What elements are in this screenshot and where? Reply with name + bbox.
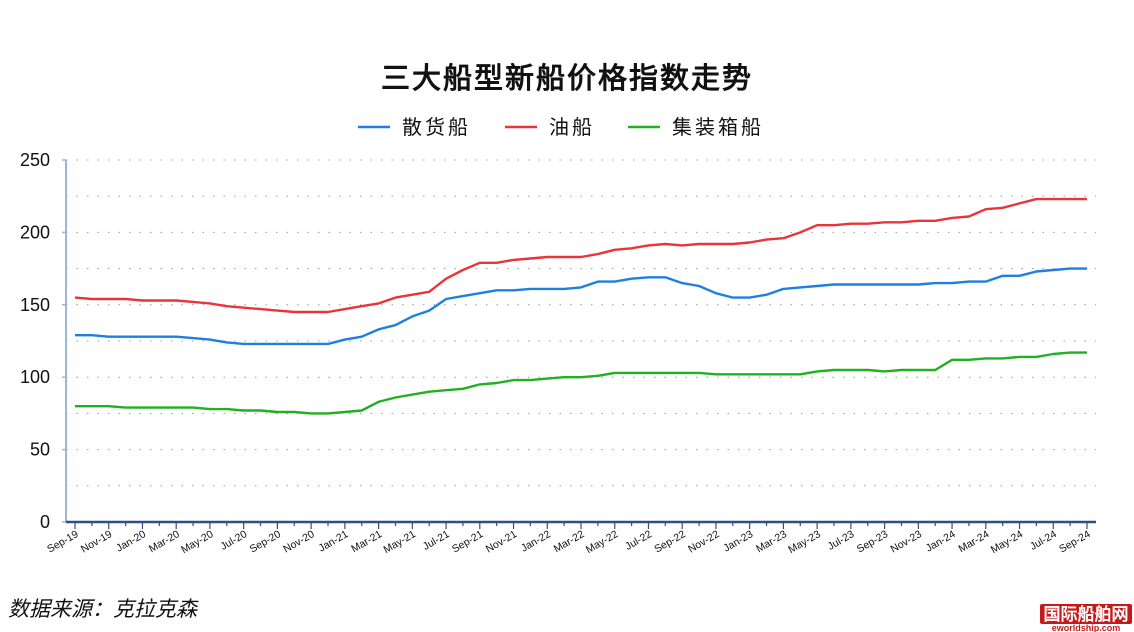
x-tick-label: Sep-24: [1057, 528, 1092, 555]
x-tick-label: Jan-24: [924, 528, 958, 555]
x-tick-label: Jul-22: [623, 528, 654, 553]
x-tick-label: Mar-24: [956, 528, 991, 555]
x-tick-label: Sep-19: [45, 528, 80, 555]
y-tick-label: 0: [40, 512, 50, 532]
x-tick-label: Sep-23: [855, 528, 890, 555]
x-tick-label: Sep-22: [652, 528, 687, 555]
legend-label: 散货船: [402, 115, 471, 139]
x-tick-label: Nov-20: [281, 528, 316, 555]
x-tick-label: Jul-24: [1028, 528, 1059, 553]
x-tick-label: Jul-23: [826, 528, 857, 553]
legend-label: 集装箱船: [672, 115, 764, 139]
svg-text:eworldship.com: eworldship.com: [1052, 623, 1121, 632]
chart-legend: 散货船 油船 集装箱船: [358, 115, 764, 139]
x-tick-label: Jul-20: [218, 528, 249, 553]
series-line-2: [75, 351, 1087, 415]
y-axis: 0 50 100 150 200 250: [20, 150, 67, 532]
x-tick-label: Mar-22: [552, 528, 587, 555]
y-tick-label: 100: [20, 367, 50, 387]
y-tick-label: 250: [20, 150, 50, 170]
watermark-logo: 国际船舶网 eworldship.com: [1040, 604, 1132, 632]
x-tick-label: May-20: [179, 528, 215, 556]
x-tick-label: May-22: [584, 528, 620, 556]
x-tick-label: May-23: [786, 528, 822, 556]
x-tick-label: Sep-21: [450, 528, 485, 555]
series-lines: [74, 197, 1087, 415]
x-tick-label: Jan-22: [519, 528, 553, 555]
y-tick-label: 50: [30, 440, 50, 460]
svg-text:国际船舶网: 国际船舶网: [1044, 604, 1129, 625]
x-tick-label: Mar-23: [754, 528, 789, 555]
x-tick-label: Jan-23: [721, 528, 755, 555]
x-tick-label: Nov-22: [686, 528, 721, 555]
x-tick-label: Sep-20: [248, 528, 283, 555]
legend-label: 油船: [549, 115, 595, 139]
gridlines: [66, 159, 1096, 487]
x-tick-label: Nov-23: [889, 528, 924, 555]
x-tick-label: Mar-20: [147, 528, 182, 555]
source-note: 数据来源：克拉克森: [8, 597, 199, 621]
x-tick-label: Jan-20: [114, 528, 148, 555]
x-tick-label: Nov-19: [79, 528, 114, 555]
series-line-0: [75, 267, 1087, 346]
y-tick-label: 200: [20, 222, 50, 242]
x-tick-label: May-21: [382, 528, 418, 556]
x-tick-label: May-24: [989, 528, 1025, 556]
y-tick-label: 150: [20, 295, 50, 315]
x-tick-label: Mar-21: [349, 528, 384, 555]
x-tick-label: Jan-21: [317, 528, 351, 555]
series-line-1: [74, 197, 1087, 314]
x-tick-label: Nov-21: [484, 528, 519, 555]
x-tick-label: Jul-21: [421, 528, 452, 553]
chart-title: 三大船型新船价格指数走势: [381, 61, 753, 95]
